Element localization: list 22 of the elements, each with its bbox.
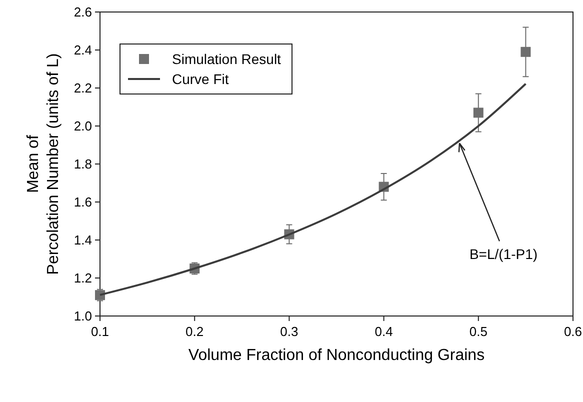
y-tick-label: 2.4 xyxy=(74,42,92,58)
y-tick-label: 1.4 xyxy=(74,232,92,248)
x-tick-label: 0.1 xyxy=(90,324,110,339)
y-tick-label: 2.0 xyxy=(74,118,92,134)
point xyxy=(520,46,531,57)
x-tick-label: 0.5 xyxy=(469,324,488,339)
legend-label: Simulation Result xyxy=(172,51,282,67)
y-tick-label: 2.6 xyxy=(74,4,92,20)
y-axis-title: Mean of Percolation Number (units of L) xyxy=(25,53,62,275)
y-tick-label: 1.2 xyxy=(74,270,92,286)
y-tick-label: 1.0 xyxy=(74,308,92,324)
point xyxy=(473,108,484,118)
x-tick-label: 0.4 xyxy=(374,324,393,339)
y-tick-label: 1.8 xyxy=(74,156,92,172)
y-tick-label: 1.6 xyxy=(74,194,92,210)
x-tick-label: 0.3 xyxy=(280,324,298,339)
x-tick-label: 0.6 xyxy=(564,324,582,339)
annotation: B=L/(1-P1) xyxy=(469,246,538,262)
y-tick-label: 2.2 xyxy=(74,80,92,96)
x-axis-title: Volume Fraction of Nonconducting Grains xyxy=(188,347,485,364)
x-tick-label: 0.2 xyxy=(186,324,204,339)
legend-label: Curve Fit xyxy=(172,71,229,87)
